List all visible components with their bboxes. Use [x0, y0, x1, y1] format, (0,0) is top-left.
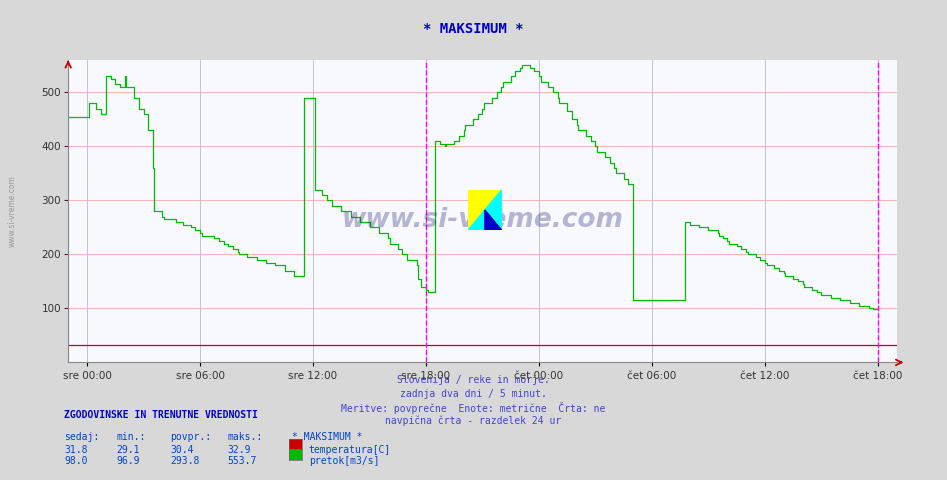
Text: 32.9: 32.9 [227, 445, 251, 456]
Text: www.si-vreme.com: www.si-vreme.com [8, 175, 17, 247]
Text: 30.4: 30.4 [170, 445, 194, 456]
Text: www.si-vreme.com: www.si-vreme.com [342, 207, 623, 233]
Text: * MAKSIMUM *: * MAKSIMUM * [292, 432, 362, 442]
Text: Slovenija / reke in morje.: Slovenija / reke in morje. [397, 375, 550, 385]
Text: 553.7: 553.7 [227, 456, 257, 466]
Text: 29.1: 29.1 [116, 445, 140, 456]
Text: sedaj:: sedaj: [64, 432, 99, 442]
Text: * MAKSIMUM *: * MAKSIMUM * [423, 22, 524, 36]
Text: navpična črta - razdelek 24 ur: navpična črta - razdelek 24 ur [385, 416, 562, 426]
Text: 96.9: 96.9 [116, 456, 140, 466]
Polygon shape [485, 210, 502, 230]
Text: 293.8: 293.8 [170, 456, 200, 466]
Polygon shape [468, 190, 502, 230]
Text: zadnja dva dni / 5 minut.: zadnja dva dni / 5 minut. [400, 389, 547, 399]
Text: ZGODOVINSKE IN TRENUTNE VREDNOSTI: ZGODOVINSKE IN TRENUTNE VREDNOSTI [64, 410, 259, 420]
Text: temperatura[C]: temperatura[C] [309, 445, 391, 456]
Text: 31.8: 31.8 [64, 445, 88, 456]
Text: pretok[m3/s]: pretok[m3/s] [309, 456, 379, 466]
Text: min.:: min.: [116, 432, 146, 442]
Text: maks.:: maks.: [227, 432, 262, 442]
Polygon shape [468, 190, 502, 230]
Text: povpr.:: povpr.: [170, 432, 211, 442]
Text: Meritve: povprečne  Enote: metrične  Črta: ne: Meritve: povprečne Enote: metrične Črta:… [341, 402, 606, 414]
Text: 98.0: 98.0 [64, 456, 88, 466]
